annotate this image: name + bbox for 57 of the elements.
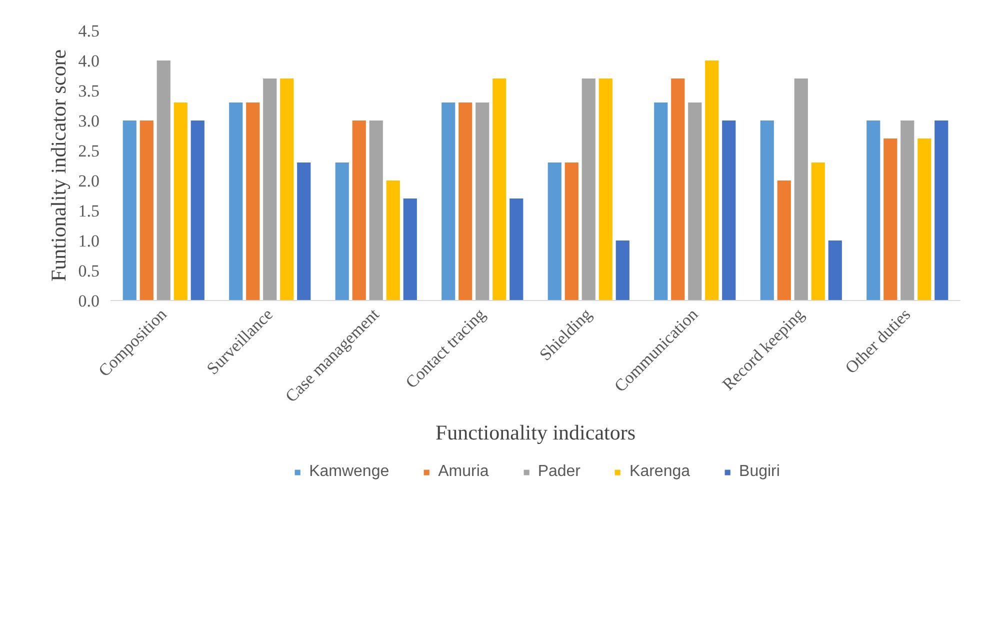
bar xyxy=(229,102,243,300)
y-tick-label: 4.0 xyxy=(78,52,100,70)
bar xyxy=(174,102,188,300)
bar xyxy=(458,102,472,300)
bar xyxy=(564,162,578,300)
y-tick-label: 2.0 xyxy=(78,172,100,190)
legend-label: Pader xyxy=(538,463,581,481)
bar xyxy=(280,78,294,300)
bar xyxy=(156,60,170,300)
bar xyxy=(263,78,277,300)
bar xyxy=(442,102,456,300)
y-tick-label: 2.5 xyxy=(78,142,100,160)
bar xyxy=(616,240,630,300)
bar xyxy=(403,198,417,300)
legend-label: Karenga xyxy=(630,463,690,481)
y-tick-label: 1.0 xyxy=(78,232,100,250)
bar xyxy=(654,102,668,300)
bar xyxy=(934,120,948,300)
y-tick-label: 0.0 xyxy=(78,292,100,310)
bar xyxy=(598,78,612,300)
bar xyxy=(777,180,791,300)
bar xyxy=(352,120,366,300)
bar xyxy=(811,162,825,300)
bar xyxy=(688,102,702,300)
bar xyxy=(722,120,736,300)
bar xyxy=(476,102,490,300)
legend-label: Amuria xyxy=(438,463,489,481)
legend-label: Bugiri xyxy=(739,463,780,481)
x-axis-title: Functionality indicators xyxy=(435,420,636,445)
bar xyxy=(190,120,204,300)
y-tick-label: 0.5 xyxy=(78,262,100,280)
bar xyxy=(794,78,808,300)
bar xyxy=(246,102,260,300)
bar xyxy=(900,120,914,300)
bar xyxy=(335,162,349,300)
y-tick-label: 4.5 xyxy=(78,22,100,40)
bar xyxy=(671,78,685,300)
y-tick-label: 3.0 xyxy=(78,112,100,130)
bar xyxy=(866,120,880,300)
y-tick-label: 3.5 xyxy=(78,82,100,100)
bar xyxy=(548,162,562,300)
bar xyxy=(705,60,719,300)
bar xyxy=(140,120,154,300)
y-tick-label: 1.5 xyxy=(78,202,100,220)
y-axis-title: Funtionality indicator score xyxy=(46,49,70,282)
bar xyxy=(582,78,596,300)
bar xyxy=(122,120,136,300)
bar xyxy=(760,120,774,300)
legend-label: Kamwenge xyxy=(309,463,390,481)
bar xyxy=(369,120,383,300)
bar xyxy=(884,138,898,300)
bar xyxy=(297,162,311,300)
bar xyxy=(492,78,506,300)
bar xyxy=(510,198,524,300)
bar xyxy=(386,180,400,300)
bar xyxy=(918,138,932,300)
bar xyxy=(828,240,842,300)
